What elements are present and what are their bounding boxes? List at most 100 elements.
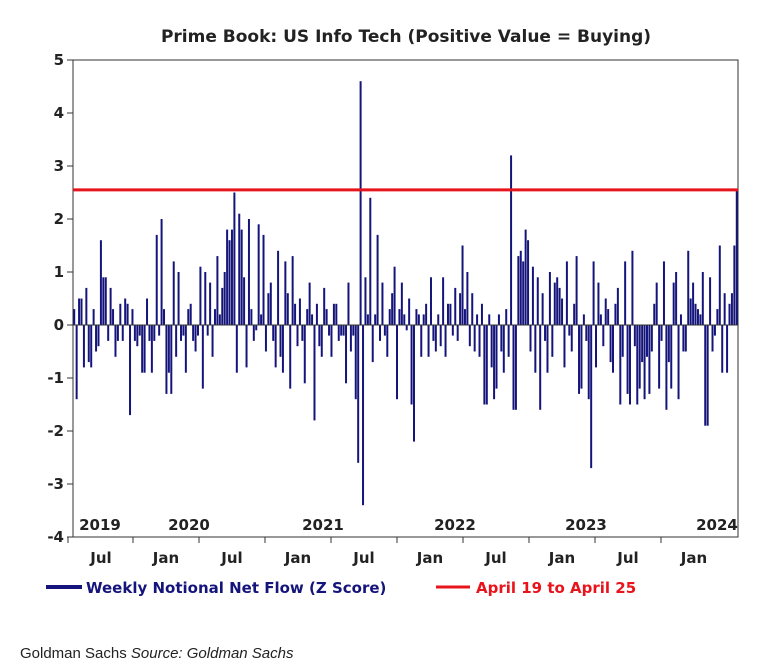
bar [267, 293, 270, 325]
bar [422, 314, 425, 325]
bar [163, 309, 166, 325]
bar [235, 325, 238, 373]
bar [87, 325, 90, 363]
bar [704, 325, 707, 426]
bar [345, 325, 348, 384]
bar [713, 325, 716, 336]
bar [150, 325, 153, 373]
bar [85, 287, 88, 325]
bar [648, 325, 651, 394]
bar [306, 309, 309, 325]
year-label: 2020 [168, 516, 210, 534]
bar [359, 81, 362, 325]
bar [439, 325, 442, 347]
bar [437, 314, 440, 325]
bar [129, 325, 132, 416]
bar [490, 325, 493, 368]
bar [391, 293, 394, 325]
bar [493, 325, 496, 400]
bar [216, 256, 219, 325]
bar [633, 325, 636, 347]
bar [451, 325, 454, 336]
bar [371, 325, 374, 363]
year-label: 2019 [79, 516, 121, 534]
bar [679, 314, 682, 325]
bar [337, 325, 340, 341]
x-tick-label: Jul [616, 549, 638, 567]
bar [133, 325, 136, 341]
bar [272, 325, 275, 341]
bar [502, 325, 505, 373]
bar [352, 325, 355, 336]
bar [141, 325, 144, 373]
bar [548, 272, 551, 325]
bar [262, 234, 265, 325]
bar [82, 325, 85, 368]
bar [349, 325, 352, 352]
bar [466, 272, 469, 325]
bar [670, 325, 673, 389]
bar [614, 303, 617, 325]
bar [442, 277, 445, 325]
bar [468, 325, 471, 347]
bar [730, 293, 733, 325]
bar [104, 277, 107, 325]
x-tick-label: Jan [152, 549, 179, 567]
bar [354, 325, 357, 400]
y-tick-label: 5 [54, 51, 64, 69]
year-label: 2022 [434, 516, 476, 534]
bar [578, 325, 581, 394]
footer: Goldman Sachs Source: Goldman Sachs [20, 645, 294, 662]
bar [323, 287, 326, 325]
bar [192, 325, 195, 341]
bar [294, 303, 297, 325]
bar [301, 325, 304, 341]
bar [398, 309, 401, 325]
bar [692, 282, 695, 325]
bar [718, 245, 721, 325]
bar [706, 325, 709, 426]
bar [255, 325, 258, 331]
bar [604, 298, 607, 325]
bar [393, 266, 396, 325]
x-axis: Jul Jan Jul Jan Jul Jan Jul Jan Jul Jan [67, 537, 707, 567]
bar [257, 224, 260, 325]
bar [585, 325, 588, 341]
bar [473, 325, 476, 352]
x-tick-label: Jan [416, 549, 443, 567]
plot-area [72, 59, 739, 538]
bar [362, 325, 365, 506]
bar [650, 325, 653, 352]
bar [687, 250, 690, 325]
bar [641, 325, 644, 363]
bar [114, 325, 117, 357]
bar [621, 325, 624, 357]
bar [366, 314, 369, 325]
bar [383, 325, 386, 336]
bar [247, 219, 250, 325]
bar [138, 325, 141, 336]
bar [573, 303, 576, 325]
bar [689, 298, 692, 325]
bar [146, 298, 149, 325]
bar [636, 325, 639, 405]
bar [672, 282, 675, 325]
bar [658, 325, 661, 389]
bar [529, 325, 532, 352]
bar [607, 309, 610, 325]
bar [308, 282, 311, 325]
year-labels: 2019 2020 2021 2022 2023 2024 [79, 516, 738, 534]
bar [476, 314, 479, 325]
bar [580, 325, 583, 389]
bar [158, 325, 161, 336]
bar [696, 309, 699, 325]
bar [289, 325, 292, 389]
y-tick-label: -4 [47, 528, 64, 546]
y-tick-label: 4 [54, 104, 64, 122]
x-tick-label: Jan [548, 549, 575, 567]
bar [260, 314, 263, 325]
legend-label-series: Weekly Notional Net Flow (Z Score) [86, 579, 386, 597]
bar [80, 298, 83, 325]
bar [568, 325, 571, 336]
